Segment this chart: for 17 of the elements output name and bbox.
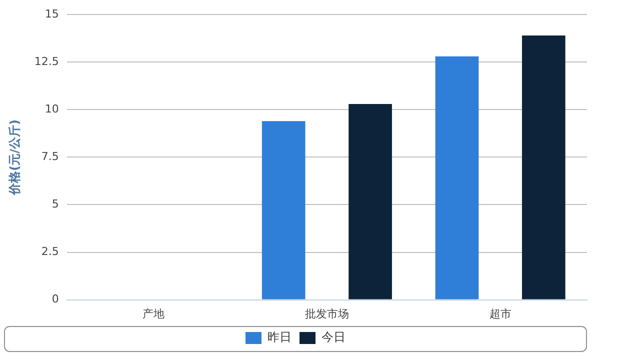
bar xyxy=(435,56,479,300)
y-tick-label: 15 xyxy=(44,7,59,20)
y-tick-label: 0 xyxy=(52,292,59,306)
y-axis-title: 价格(元/公斤) xyxy=(7,120,22,196)
y-tick-label: 2.5 xyxy=(41,245,59,258)
y-tick-label: 7.5 xyxy=(41,150,59,164)
bar xyxy=(348,104,392,300)
bar xyxy=(522,36,566,300)
x-tick-label: 产地 xyxy=(142,307,165,320)
x-tick-label: 超市 xyxy=(489,307,512,320)
y-tick-label: 12.5 xyxy=(34,54,59,68)
bar xyxy=(262,121,306,300)
y-tick-label: 10 xyxy=(44,102,59,116)
legend-label: 今日 xyxy=(322,330,346,344)
x-tick-label: 批发市场 xyxy=(304,307,349,320)
legend-label: 昨日 xyxy=(268,330,292,344)
y-tick-label: 5 xyxy=(52,198,59,211)
